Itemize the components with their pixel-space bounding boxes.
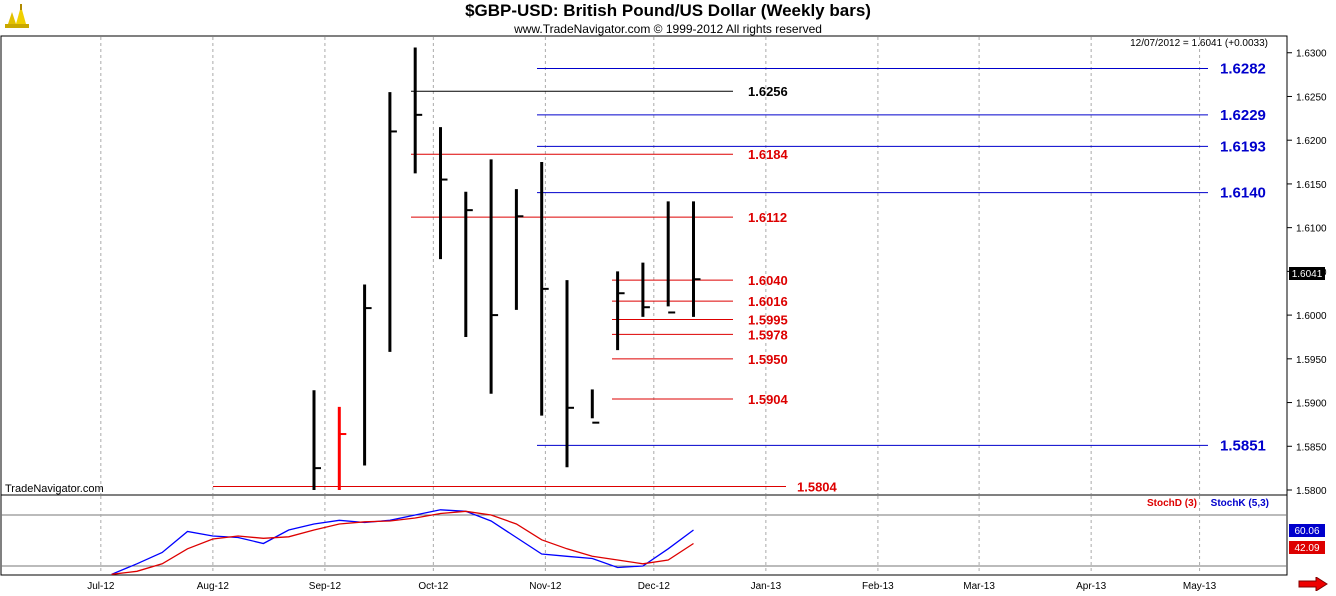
stochD-last-label: 42.09 bbox=[1294, 543, 1319, 554]
price-bars bbox=[312, 47, 701, 490]
x-tick-label: Dec-12 bbox=[638, 581, 671, 592]
x-tick-label: Feb-13 bbox=[862, 581, 894, 592]
stoch-vertical-grid bbox=[100, 496, 1201, 574]
y-tick-label: 1.5950 bbox=[1296, 355, 1327, 366]
stochK-line bbox=[111, 509, 694, 575]
scroll-right-arrow-icon[interactable] bbox=[1298, 576, 1328, 592]
level-label: 1.5804 bbox=[797, 480, 838, 495]
y-tick-label: 1.5850 bbox=[1296, 442, 1327, 453]
last-price-label: 1.6041 bbox=[1292, 269, 1323, 280]
stochastics bbox=[111, 509, 694, 575]
stochD-line bbox=[111, 510, 694, 575]
x-tick-label: Mar-13 bbox=[963, 581, 995, 592]
x-tick-label: Aug-12 bbox=[197, 581, 230, 592]
date-axis: Jul-12 Aug-12 Sep-12 Oct-12 Nov-12 Dec-12 Jan-… bbox=[87, 581, 1216, 592]
level-label: 1.6016 bbox=[748, 294, 788, 309]
stochK-last-box bbox=[1289, 524, 1325, 537]
stochD-last-box bbox=[1289, 541, 1325, 554]
level-label: 1.6256 bbox=[748, 84, 788, 99]
y-tick-label: 1.6300 bbox=[1296, 49, 1327, 60]
level-label: 1.5950 bbox=[748, 352, 788, 367]
x-tick-label: Apr-13 bbox=[1076, 581, 1106, 592]
trade-navigator-logo-icon bbox=[3, 2, 31, 30]
stochD-legend: StochD (3) bbox=[1147, 498, 1197, 509]
level-label: 1.5978 bbox=[748, 327, 788, 342]
last-price-box bbox=[1289, 267, 1325, 280]
y-tick-label: 1.6250 bbox=[1296, 92, 1327, 103]
vertical-grid bbox=[100, 37, 1201, 494]
stoch-panel-border bbox=[0, 494, 1288, 576]
stochK-legend: StochK (5,3) bbox=[1211, 498, 1269, 509]
level-label: 1.5904 bbox=[748, 392, 789, 407]
y-tick-label: 1.6150 bbox=[1296, 180, 1327, 191]
y-tick-label: 1.6100 bbox=[1296, 224, 1327, 235]
levels: 1.6282 1.6229 1.6193 1.6140 1.5851 1.6256 1.61… bbox=[213, 60, 1266, 495]
y-tick-label: 1.6000 bbox=[1296, 311, 1327, 322]
level-label: 1.5851 bbox=[1220, 437, 1266, 454]
chart-title: $GBP-USD: British Pound/US Dollar (Weekl… bbox=[465, 1, 871, 20]
x-tick-label: Jul-12 bbox=[87, 581, 115, 592]
level-label: 1.6193 bbox=[1220, 138, 1266, 155]
level-label: 1.5995 bbox=[748, 312, 788, 327]
level-label: 1.6282 bbox=[1220, 60, 1266, 77]
stochK-last-label: 60.06 bbox=[1294, 526, 1319, 537]
level-label: 1.6184 bbox=[748, 147, 789, 162]
chart-subtitle: www.TradeNavigator.com © 1999-2012 All r… bbox=[514, 22, 822, 36]
x-tick-label: May-13 bbox=[1183, 581, 1217, 592]
y-tick-label: 1.5900 bbox=[1296, 399, 1327, 410]
watermark: TradeNavigator.com bbox=[5, 483, 104, 495]
x-tick-label: Oct-12 bbox=[418, 581, 448, 592]
y-tick-label: 1.6200 bbox=[1296, 136, 1327, 147]
level-label: 1.6229 bbox=[1220, 107, 1266, 124]
x-tick-label: Jan-13 bbox=[751, 581, 782, 592]
y-tick-label: 1.5800 bbox=[1296, 486, 1327, 497]
x-tick-label: Nov-12 bbox=[529, 581, 562, 592]
x-tick-label: Sep-12 bbox=[309, 581, 342, 592]
level-label: 1.6040 bbox=[748, 273, 788, 288]
price-readout: 12/07/2012 = 1.6041 (+0.0033) bbox=[1130, 38, 1268, 49]
level-label: 1.6140 bbox=[1220, 185, 1266, 202]
level-label: 1.6112 bbox=[748, 210, 787, 225]
